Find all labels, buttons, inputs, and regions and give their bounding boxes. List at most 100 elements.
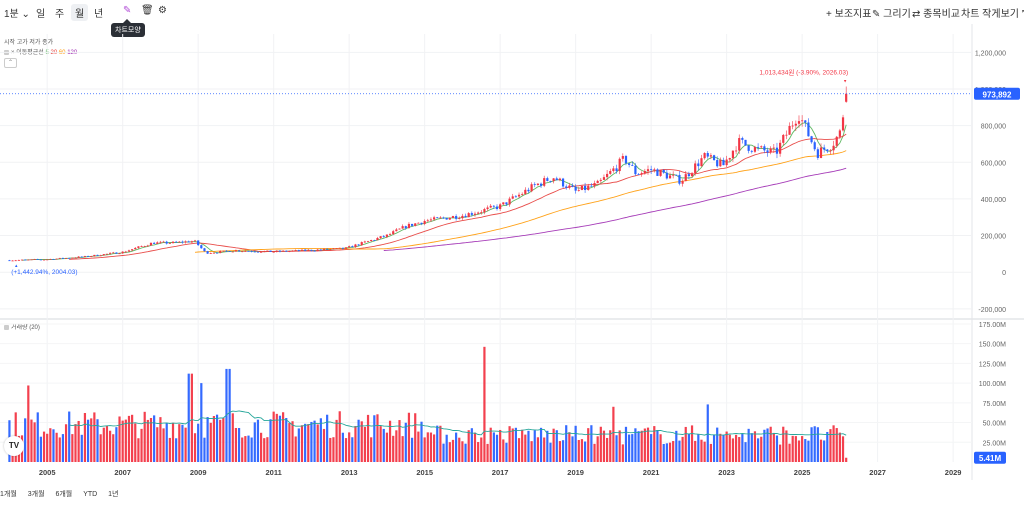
- volume-bar: [338, 411, 341, 462]
- candle-body: [738, 138, 741, 151]
- candle-body: [184, 241, 187, 243]
- volume-bar: [80, 434, 83, 462]
- candle-body: [722, 159, 725, 166]
- volume-tick-label: 50.00M: [983, 421, 1007, 428]
- period-year[interactable]: 년: [94, 9, 104, 20]
- candle-body: [555, 178, 558, 181]
- volume-bar: [445, 434, 448, 462]
- candle-body: [458, 218, 461, 219]
- candle-body: [583, 185, 587, 190]
- chart-style-icon[interactable]: ✎: [123, 5, 132, 16]
- candle-body: [527, 189, 530, 192]
- volume-bar: [420, 421, 423, 462]
- volume-bar: [675, 430, 678, 462]
- candle-body: [263, 251, 266, 252]
- volume-bar: [263, 438, 266, 462]
- range-1y[interactable]: 1년: [108, 491, 119, 498]
- volume-visibility-toggle[interactable]: [4, 324, 9, 330]
- period-day[interactable]: 일: [36, 9, 46, 20]
- candle-body: [442, 217, 445, 219]
- candle-body: [779, 142, 782, 154]
- volume-bar: [543, 437, 546, 462]
- period-month[interactable]: 월: [71, 4, 89, 21]
- volume-bar: [587, 428, 590, 462]
- candle-body: [521, 193, 524, 195]
- candle-body: [508, 198, 511, 205]
- candle-body: [310, 249, 313, 251]
- volume-bar: [719, 433, 722, 462]
- candle-body: [256, 251, 260, 253]
- x-tick-label: 2005: [39, 468, 56, 477]
- x-tick-label: 2007: [114, 468, 131, 477]
- ma-label: 이동평균선: [16, 50, 44, 56]
- period-week[interactable]: 주: [55, 9, 65, 20]
- candle-body: [288, 251, 291, 252]
- volume-bar: [458, 437, 461, 462]
- volume-bar: [678, 440, 681, 462]
- trash-icon[interactable]: 🗑: [141, 5, 154, 16]
- candle-body: [285, 250, 288, 252]
- candle-body: [124, 251, 127, 253]
- range-1m[interactable]: 1개월: [0, 491, 17, 498]
- candle-body: [675, 174, 678, 176]
- candle-body: [719, 159, 722, 167]
- x-tick-label: 2025: [794, 468, 811, 477]
- candle-body: [499, 204, 502, 209]
- volume-bar: [524, 434, 527, 462]
- candle-body: [596, 180, 599, 184]
- high-marker: ▾: [844, 79, 847, 85]
- draw-button[interactable]: ✎ 그리기: [872, 9, 911, 20]
- indicator-button[interactable]: + 보조지표: [826, 9, 872, 20]
- gear-icon[interactable]: ⚙: [158, 5, 167, 16]
- volume-bar: [640, 430, 643, 462]
- volume-bar: [398, 420, 401, 462]
- x-tick-label: 2015: [416, 468, 433, 477]
- collapse-legend-button[interactable]: ⌃: [4, 58, 17, 68]
- range-ytd[interactable]: YTD: [83, 491, 98, 498]
- volume-bar: [414, 413, 417, 462]
- volume-bar: [741, 434, 744, 462]
- close-icon[interactable]: ×: [11, 50, 15, 56]
- volume-bar: [178, 424, 181, 462]
- candle-body: [841, 117, 845, 131]
- volume-bar: [684, 426, 687, 462]
- range-3m[interactable]: 3개월: [27, 491, 45, 498]
- volume-bar: [838, 432, 841, 462]
- candle-body: [392, 231, 395, 235]
- candle-body: [826, 149, 829, 152]
- volume-bar: [332, 437, 335, 462]
- shrink-chart-button[interactable]: 차트 작게보기 ⤡: [961, 5, 1024, 20]
- volume-bar: [294, 436, 297, 462]
- volume-bar: [439, 425, 442, 462]
- volume-bar: [672, 441, 675, 462]
- volume-bar: [716, 427, 719, 462]
- compare-button[interactable]: ⇄ 종목비교: [912, 9, 960, 20]
- candle-body: [631, 164, 634, 166]
- x-tick-label: 2019: [567, 468, 584, 477]
- volume-bar: [810, 427, 813, 462]
- volume-bar: [596, 436, 599, 462]
- volume-bar: [304, 423, 307, 462]
- candle-body: [530, 184, 533, 192]
- candle-body: [228, 251, 231, 252]
- candle-body: [140, 246, 143, 247]
- candle-body: [731, 150, 735, 159]
- candle-body: [810, 136, 813, 143]
- volume-bar: [153, 415, 156, 462]
- tradingview-logo[interactable]: TV: [4, 436, 24, 456]
- candle-body: [253, 251, 256, 253]
- volume-bar: [760, 436, 763, 462]
- volume-bar: [549, 442, 552, 462]
- candle-body: [750, 150, 753, 152]
- interval-select[interactable]: 1분 ⌄: [4, 9, 30, 20]
- candle-body: [131, 249, 134, 251]
- ma5-line: [21, 122, 847, 261]
- range-6m[interactable]: 6개월: [55, 491, 73, 498]
- volume-bar: [288, 423, 291, 462]
- candle-body: [237, 250, 241, 252]
- candle-body: [8, 260, 11, 262]
- volume-bar: [137, 438, 140, 462]
- volume-bar: [577, 440, 580, 462]
- volume-bar: [650, 434, 653, 462]
